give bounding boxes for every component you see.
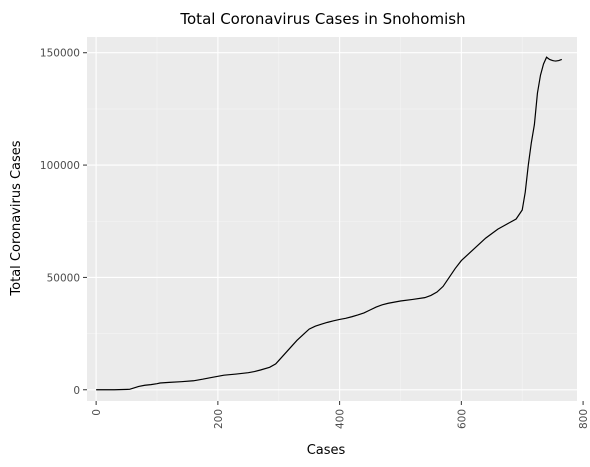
- x-tick-label: 600: [456, 409, 468, 429]
- y-axis-label: Total Coronavirus Cases: [9, 140, 24, 296]
- x-tick-label: 0: [91, 409, 103, 416]
- y-tick-label: 150000: [40, 48, 80, 60]
- y-tick-label: 100000: [40, 160, 80, 172]
- chart-title: Total Coronavirus Cases in Snohomish: [179, 10, 465, 28]
- x-tick-label: 800: [578, 409, 590, 429]
- y-tick-label: 50000: [47, 272, 80, 284]
- x-tick-label: 400: [335, 409, 347, 429]
- plot-panel: [87, 37, 577, 401]
- y-tick-label: 0: [73, 385, 80, 397]
- x-tick-label: 200: [213, 409, 225, 429]
- x-axis-label: Cases: [307, 443, 346, 458]
